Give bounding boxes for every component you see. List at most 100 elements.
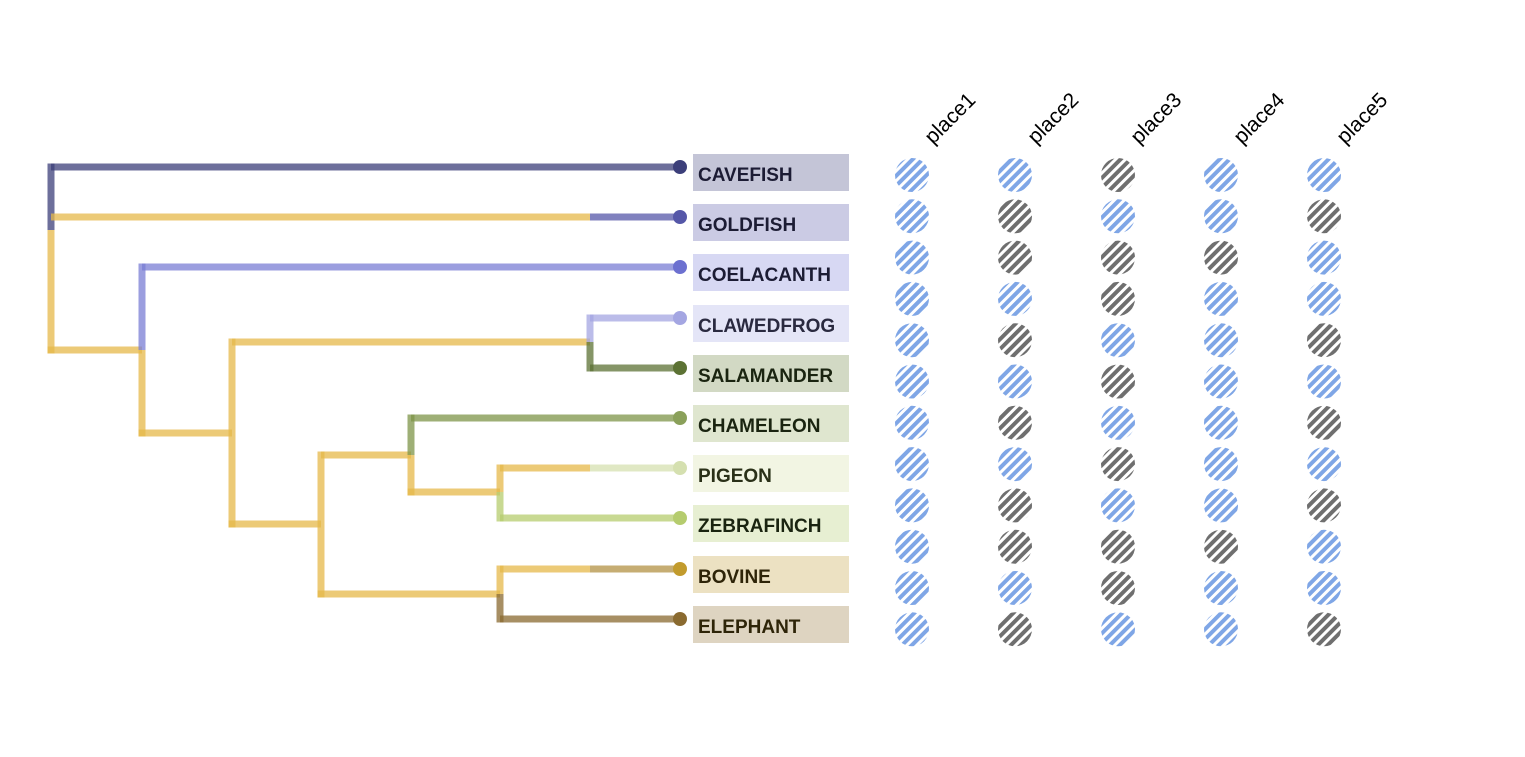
matrix-cell-r8-place3 xyxy=(1101,447,1135,482)
matrix-cell-r10-place5 xyxy=(1307,529,1341,564)
matrix-cell-r8-place4 xyxy=(1204,447,1238,482)
leaf-tip-clawedfrog xyxy=(673,311,687,325)
leaf-label-zebrafinch: ZEBRAFINCH xyxy=(698,516,822,537)
matrix-cell-r8-place5 xyxy=(1307,447,1341,482)
leaf-label-salamander: SALAMANDER xyxy=(698,366,833,387)
matrix-column-headers: place1 place2 place3 place4 place5 xyxy=(920,88,1392,148)
matrix-cell-r1-place1 xyxy=(895,158,929,192)
matrix-cell-r12-place3 xyxy=(1101,612,1135,647)
matrix-cell-r3-place5 xyxy=(1307,240,1341,275)
matrix-cell-r9-place5 xyxy=(1307,488,1341,523)
matrix-cell-r7-place3 xyxy=(1101,405,1135,440)
column-header-place1: place1 xyxy=(920,89,980,149)
matrix-cell-r7-place1 xyxy=(895,405,929,440)
leaf-tip-cavefish xyxy=(673,160,687,174)
matrix-cell-r10-place1 xyxy=(895,529,929,564)
leaf-tip-zebrafinch xyxy=(673,511,687,525)
leaf-label-cavefish: CAVEFISH xyxy=(698,165,793,186)
matrix-cell-r10-place4 xyxy=(1204,529,1238,564)
matrix-cell-r5-place5 xyxy=(1307,323,1341,358)
matrix-cell-r5-place1 xyxy=(895,323,929,358)
matrix-cell-r11-place1 xyxy=(895,571,929,605)
leaf-label-bg-cavefish xyxy=(693,154,849,191)
matrix-cell-r5-place3 xyxy=(1101,323,1135,358)
leaf-tip-goldfish xyxy=(673,210,687,224)
leaf-label-bg-chameleon xyxy=(693,405,849,442)
matrix-cell-r11-place4 xyxy=(1204,571,1238,605)
matrix-cell-r11-place2 xyxy=(998,571,1032,605)
leaf-tip-coelacanth xyxy=(673,260,687,274)
leaf-label-elephant: ELEPHANT xyxy=(698,617,801,638)
leaf-tip-salamander xyxy=(673,361,687,375)
matrix-cell-r2-place1 xyxy=(895,199,929,234)
matrix-cell-r6-place3 xyxy=(1101,364,1135,399)
matrix-cell-r9-place3 xyxy=(1101,488,1135,523)
leaf-label-goldfish: GOLDFISH xyxy=(698,215,796,236)
leaf-label-bg-bovine xyxy=(693,556,849,593)
column-header-place4: place4 xyxy=(1229,88,1289,148)
column-header-place2: place2 xyxy=(1023,89,1083,149)
matrix-cell-r3-place2 xyxy=(998,240,1032,275)
matrix-cell-r8-place2 xyxy=(998,447,1032,482)
matrix-cell-r7-place5 xyxy=(1307,405,1341,440)
matrix-cell-r2-place5 xyxy=(1307,199,1341,234)
leaf-label-bg-elephant xyxy=(693,606,849,643)
matrix-cell-r4-place3 xyxy=(1101,281,1135,316)
leaf-tip-pigeon xyxy=(673,461,687,475)
matrix-cell-r7-place4 xyxy=(1204,405,1238,440)
matrix-cell-r12-place1 xyxy=(895,612,929,647)
matrix-cell-r6-place4 xyxy=(1204,364,1238,399)
matrix-cell-r9-place2 xyxy=(998,488,1032,523)
matrix-cell-r1-place5 xyxy=(1307,158,1341,192)
matrix-cell-r1-place3 xyxy=(1101,158,1135,192)
matrix-cell-r7-place2 xyxy=(998,405,1032,440)
leaf-label-bg-coelacanth xyxy=(693,254,849,291)
leaf-tip-elephant xyxy=(673,612,687,626)
matrix-cell-r12-place2 xyxy=(998,612,1032,647)
leaf-label-pigeon: PIGEON xyxy=(698,466,772,487)
matrix-cell-r1-place4 xyxy=(1204,158,1238,192)
leaf-label-clawedfrog: CLAWEDFROG xyxy=(698,316,835,337)
leaf-label-bg-zebrafinch xyxy=(693,505,849,542)
matrix-cell-r10-place2 xyxy=(998,529,1032,564)
matrix-cell-r6-place1 xyxy=(895,364,929,399)
matrix-cell-r12-place5 xyxy=(1307,612,1341,647)
matrix-cell-r4-place4 xyxy=(1204,281,1238,316)
leaf-label-chameleon: CHAMELEON xyxy=(698,416,820,437)
leaf-label-coelacanth: COELACANTH xyxy=(698,265,831,286)
matrix-cell-r8-place1 xyxy=(895,447,929,482)
matrix-cell-r4-place2 xyxy=(998,281,1032,316)
matrix-cell-r5-place4 xyxy=(1204,323,1238,358)
matrix-cell-r5-place2 xyxy=(998,323,1032,358)
matrix-cell-r6-place2 xyxy=(998,364,1032,399)
matrix-cell-r3-place4 xyxy=(1204,240,1238,275)
column-header-place5: place5 xyxy=(1332,89,1392,149)
matrix-cell-r3-place3 xyxy=(1101,240,1135,275)
matrix-cell-r9-place1 xyxy=(895,488,929,523)
matrix-cell-r2-place4 xyxy=(1204,199,1238,234)
leaf-tips xyxy=(673,160,687,626)
character-matrix xyxy=(895,158,1341,647)
matrix-cell-r9-place4 xyxy=(1204,488,1238,523)
matrix-cell-r4-place5 xyxy=(1307,281,1341,316)
leaf-label-bg-clawedfrog xyxy=(693,305,849,342)
column-header-place3: place3 xyxy=(1126,89,1186,149)
leaf-tip-bovine xyxy=(673,562,687,576)
matrix-cell-r2-place2 xyxy=(998,199,1032,234)
matrix-cell-r10-place3 xyxy=(1101,529,1135,564)
leaf-label-bg-goldfish xyxy=(693,204,849,241)
matrix-cell-r4-place1 xyxy=(895,281,929,316)
matrix-cell-r6-place5 xyxy=(1307,364,1341,399)
leaf-label-bovine: BOVINE xyxy=(698,567,771,588)
matrix-cell-r11-place3 xyxy=(1101,571,1135,605)
leaf-tip-chameleon xyxy=(673,411,687,425)
matrix-cell-r3-place1 xyxy=(895,240,929,275)
matrix-cell-r2-place3 xyxy=(1101,199,1135,234)
leaf-label-bg-salamander xyxy=(693,355,849,392)
leaf-label-bg-pigeon xyxy=(693,455,849,492)
matrix-cell-r1-place2 xyxy=(998,158,1032,192)
matrix-cell-r12-place4 xyxy=(1204,612,1238,647)
tree-branches xyxy=(47,163,680,623)
leaf-labels: CAVEFISH GOLDFISH COELACANTH CLAWEDFROG SALA… xyxy=(693,154,849,643)
